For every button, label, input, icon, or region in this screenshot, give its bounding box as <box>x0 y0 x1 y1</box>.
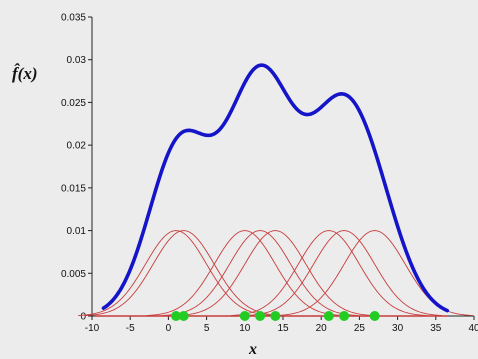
observation-point <box>323 311 334 321</box>
x-tick-label: 10 <box>239 323 251 334</box>
y-tick-label: 0.035 <box>61 13 86 24</box>
observation-points <box>171 311 380 321</box>
kernel-curve <box>85 230 282 316</box>
density-curve <box>101 63 450 313</box>
axes: 0 0.005 0.01 0.015 0.02 0.025 0.03 0.035 -10 -5 0 5… <box>61 13 478 335</box>
kernel-curve <box>177 230 374 316</box>
y-tick-label: 0.015 <box>61 183 86 194</box>
observation-point <box>171 311 182 321</box>
kernel-curve <box>78 230 274 316</box>
y-tick-label: 0.03 <box>67 55 87 66</box>
y-tick-label: 0.02 <box>67 141 87 152</box>
observation-point <box>369 311 380 321</box>
x-tick-label: 20 <box>316 323 328 334</box>
x-tick-label: 15 <box>277 323 289 334</box>
x-tick-label: -10 <box>85 323 100 334</box>
observation-point <box>270 311 281 321</box>
observation-point <box>178 311 189 321</box>
x-axis-title: x <box>248 341 257 358</box>
kernel-curve <box>162 230 358 316</box>
kernel-curve <box>276 230 473 316</box>
kernel-curve <box>146 230 343 316</box>
x-tick-label: 25 <box>354 323 366 334</box>
observation-point <box>339 311 350 321</box>
x-tick-label: 35 <box>430 323 442 334</box>
x-tick-label: 30 <box>392 323 404 334</box>
observation-point <box>255 311 266 321</box>
y-tick-label: 0.005 <box>61 269 86 280</box>
x-tick-label: 0 <box>166 323 172 334</box>
y-tick-label: 0.025 <box>61 98 86 109</box>
density-curve-layer <box>101 63 450 313</box>
x-tick-label: -5 <box>126 323 135 334</box>
x-tick-label: 5 <box>204 323 210 334</box>
x-tick-label: 40 <box>468 323 478 334</box>
kernel-curve <box>246 230 442 316</box>
observation-point <box>239 311 250 321</box>
y-axis-title: f̂(x) <box>12 63 37 83</box>
y-tick-label: 0 <box>80 312 86 323</box>
kernel-curve <box>231 230 427 316</box>
kernel-curves <box>78 230 473 317</box>
y-tick-label: 0.01 <box>67 226 87 237</box>
